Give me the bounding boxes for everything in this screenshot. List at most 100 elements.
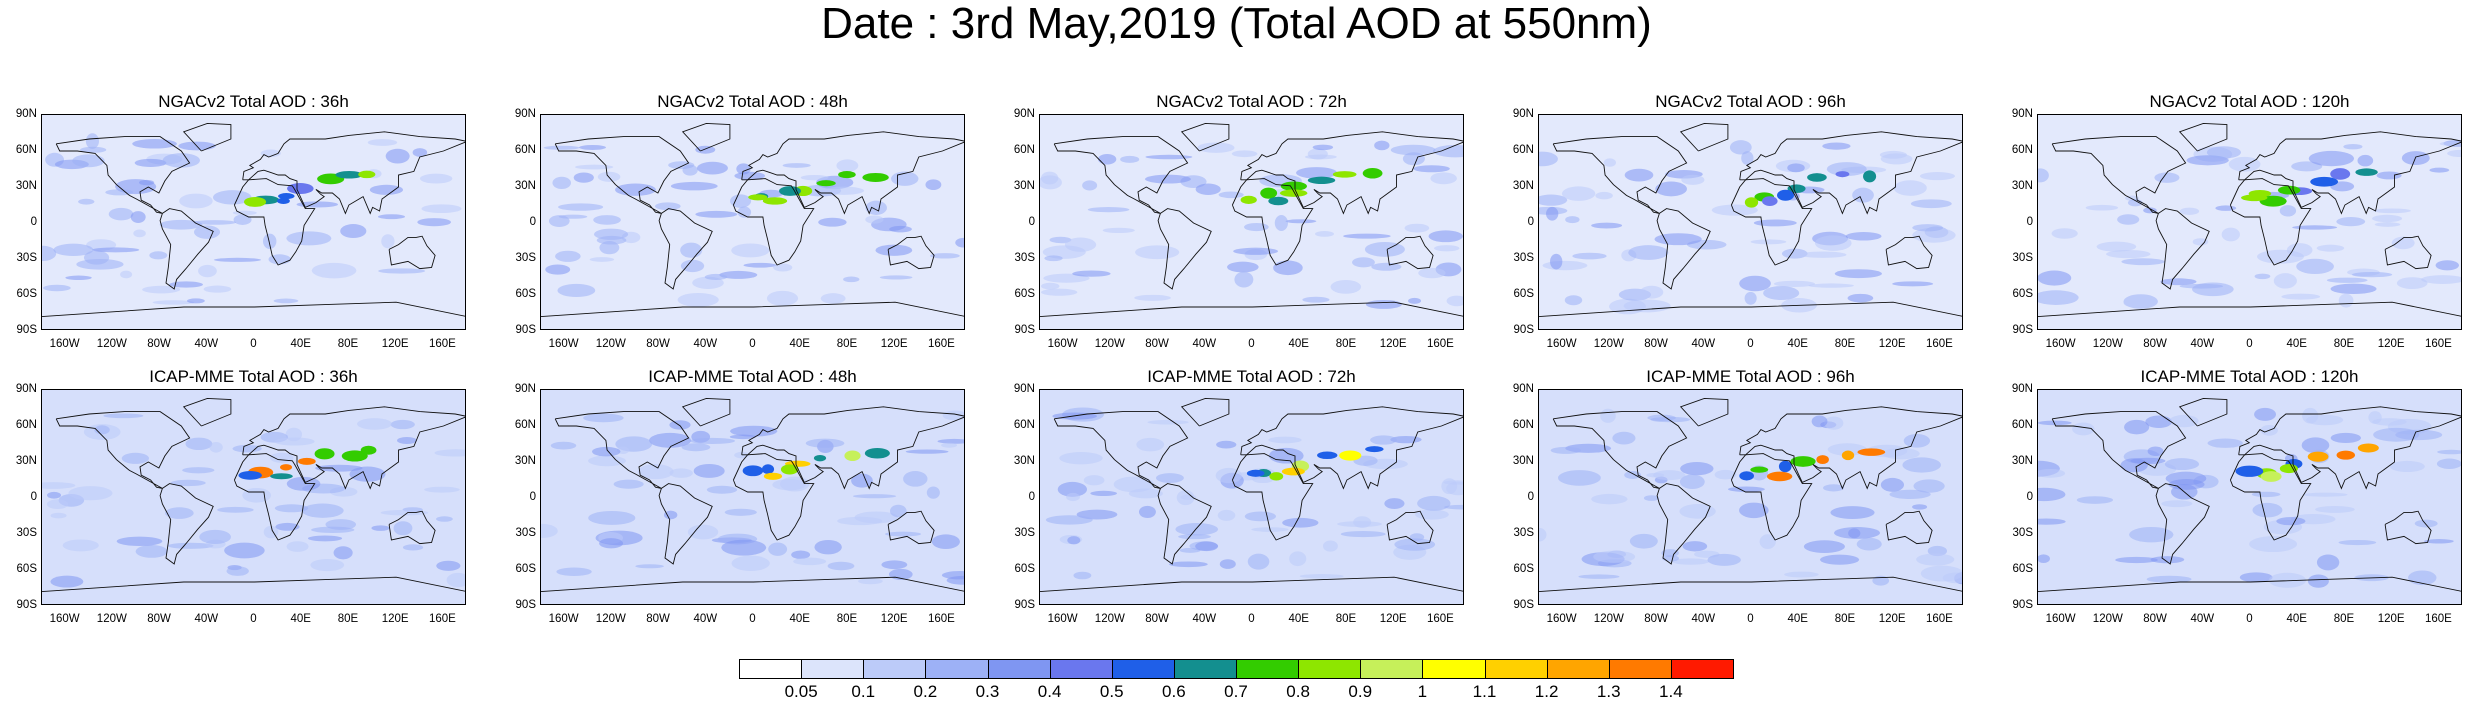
aod-region [2374, 222, 2401, 227]
aod-region [2343, 144, 2363, 150]
aod-region [1231, 150, 1258, 158]
longitude-label: 120W [1593, 613, 1624, 625]
latitude-label: 60S [16, 288, 37, 300]
aod-region [558, 203, 604, 211]
aod-hotspot [2241, 194, 2268, 202]
aod-hotspot [1777, 189, 1795, 201]
aod-region [209, 442, 223, 453]
panel-title: NGACv2 Total AOD : 120h [2149, 92, 2350, 111]
aod-region [1428, 230, 1463, 243]
aod-region [1413, 165, 1450, 173]
longitude-label: 40E [2286, 613, 2307, 625]
aod-region [1371, 262, 1402, 271]
aod-region [446, 572, 465, 588]
map-panel: ICAP-MME Total AOD : 72h 90N 60N 30N 0 30S 60S… [1003, 367, 1503, 637]
aod-hotspot [1280, 181, 1307, 191]
aod-hotspot [335, 171, 363, 179]
aod-region [1603, 158, 1616, 167]
map-area [1039, 389, 1464, 605]
aod-region [1591, 493, 1628, 505]
longitude-label: 80E [337, 613, 359, 625]
panel-title: NGACv2 Total AOD : 48h [657, 92, 848, 111]
colorbar-swatch [987, 659, 1051, 679]
longitude-label: 120W [595, 613, 626, 625]
latitude-label: 30S [515, 252, 536, 264]
aod-region [680, 242, 703, 258]
aod-region [875, 244, 913, 256]
aod-region [2307, 574, 2329, 588]
aod-region [931, 534, 960, 550]
coastline [2155, 483, 2210, 565]
aod-region [2129, 526, 2174, 543]
aod-region [668, 161, 695, 170]
coastline [2384, 235, 2432, 270]
aod-region [262, 233, 277, 249]
longitude-label: 80W [1644, 338, 1668, 350]
latitude-label: 0 [30, 491, 37, 503]
aod-region [737, 206, 752, 218]
aod-region [133, 229, 146, 238]
aod-region [185, 437, 213, 451]
aod-region [2038, 487, 2066, 502]
aod-region [50, 512, 67, 519]
aod-region [695, 210, 738, 218]
aod-region [593, 215, 621, 225]
aod-region [1820, 554, 1860, 565]
longitude-label: 40W [194, 613, 219, 625]
aod-region [2121, 258, 2165, 266]
aod-region [955, 237, 964, 248]
aod-region [942, 410, 964, 421]
aod-region [274, 504, 309, 513]
coastline [182, 122, 232, 152]
aod-region [2150, 556, 2185, 564]
aod-hotspot [1863, 170, 1877, 183]
coastline [2051, 411, 2187, 489]
aod-region [1090, 490, 1118, 497]
aod-region [233, 214, 252, 225]
aod-region [1364, 241, 1405, 257]
aod-region [212, 190, 252, 205]
aod-map [1539, 390, 1962, 604]
map-area [1538, 389, 1963, 605]
aod-region [1072, 270, 1111, 277]
aod-region [1444, 504, 1463, 510]
aod-region [1893, 180, 1927, 196]
aod-region [217, 506, 254, 513]
aod-region [1647, 414, 1676, 421]
latitude-label: 30N [1013, 180, 1035, 192]
latitude-label: 30N [514, 180, 536, 192]
coastline [1539, 301, 1962, 318]
longitude-label: 40W [1691, 338, 1716, 350]
longitude-label: 120W [595, 338, 626, 350]
aod-region [555, 250, 581, 262]
coastline [1656, 483, 1711, 565]
aod-region [2038, 468, 2066, 478]
aod-region [1711, 204, 1758, 216]
aod-region [1629, 533, 1658, 549]
aod-region [1244, 222, 1269, 232]
aod-region [1539, 194, 1568, 206]
aod-region [2051, 228, 2078, 239]
coastline [1679, 397, 1729, 427]
map-panel: ICAP-MME Total AOD : 48h 90N 60N 30N 0 30S 60S… [504, 367, 1004, 637]
coastline [732, 178, 815, 266]
coastline [42, 301, 465, 318]
aod-region [2106, 249, 2151, 259]
aod-region [2038, 554, 2050, 564]
coastline [1231, 453, 1314, 541]
aod-region [823, 186, 865, 195]
coastline [1656, 208, 1711, 290]
aod-region [1916, 553, 1955, 566]
aod-region [434, 449, 465, 457]
aod-region [2254, 407, 2277, 421]
aod-region [132, 138, 177, 149]
aod-hotspot [1240, 195, 1257, 204]
aod-region [2336, 217, 2366, 227]
aod-region [1044, 255, 1063, 262]
aod-region [1128, 488, 1163, 499]
aod-region [402, 544, 424, 551]
map-area [540, 114, 965, 330]
coastline [741, 131, 964, 215]
aod-region [2160, 278, 2197, 286]
latitude-label: 90S [1513, 599, 1534, 611]
